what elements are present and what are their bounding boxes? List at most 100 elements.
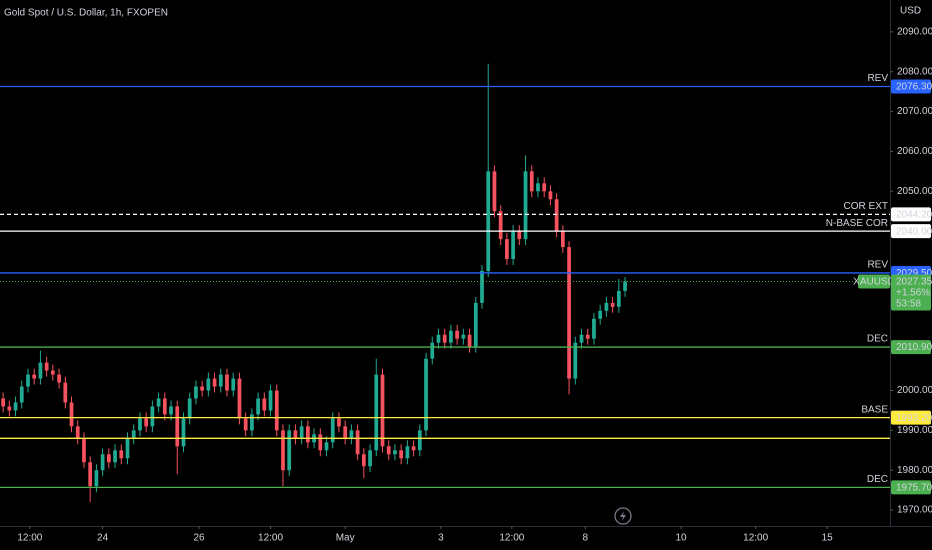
candle-body <box>393 450 397 455</box>
candle-body <box>75 426 80 439</box>
candle-body <box>399 450 404 459</box>
candle-body <box>106 454 111 463</box>
x-tick-label: 12:00 <box>17 533 42 544</box>
candle-body <box>473 302 478 347</box>
candle-body <box>585 334 590 339</box>
candle-body <box>567 247 571 379</box>
x-tick-label: 26 <box>193 533 205 544</box>
price-tag <box>891 224 931 239</box>
price-tag <box>891 480 931 495</box>
candle-body <box>94 470 99 487</box>
candle-body <box>343 426 348 439</box>
candle-body <box>57 374 61 383</box>
candle-body <box>573 342 578 379</box>
candle-body <box>548 191 553 200</box>
y-tick-label: 2050.00 <box>897 186 932 197</box>
x-tick-label: 12:00 <box>743 533 768 544</box>
candle-body <box>374 374 379 451</box>
candle-body <box>386 446 391 455</box>
candle-body <box>368 450 372 467</box>
candle-body <box>243 418 248 431</box>
replay-icon[interactable] <box>614 507 632 525</box>
candle-body <box>517 231 522 240</box>
candle-body <box>250 414 254 431</box>
candle-body <box>324 442 329 451</box>
x-tick-label: 24 <box>97 533 109 544</box>
current-price-tag <box>891 274 931 311</box>
x-tick-label: 12:00 <box>258 533 283 544</box>
candle-body <box>337 418 341 427</box>
candle-body <box>113 450 117 463</box>
candle-body <box>231 378 236 391</box>
candle-body <box>616 290 621 307</box>
candle-body <box>268 390 273 411</box>
candle-body <box>330 418 335 443</box>
candle-body <box>523 171 528 240</box>
candle-body <box>492 171 497 212</box>
x-tick-label: 12:00 <box>499 533 524 544</box>
candle-body <box>455 330 459 339</box>
price-tag-label: 1993.20 <box>896 413 932 424</box>
candle-body <box>293 430 298 439</box>
candle-body <box>156 398 161 407</box>
candle-body <box>560 231 565 248</box>
x-tick-label: 10 <box>675 533 687 544</box>
x-tick-label: 3 <box>438 533 444 544</box>
candle-body <box>299 426 304 439</box>
price-tag <box>891 340 931 355</box>
candle-body <box>511 231 515 260</box>
candle-body <box>486 171 491 271</box>
level-name: DEC <box>867 474 888 485</box>
candle-body <box>380 374 385 447</box>
level-name: BASE <box>861 404 888 415</box>
candle-body <box>274 390 279 431</box>
candle-body <box>424 358 428 431</box>
y-tick-label: 2080.00 <box>897 66 932 77</box>
currency-label: USD <box>900 6 921 17</box>
candle-body <box>529 171 534 192</box>
candle-body <box>50 370 55 375</box>
candle-body <box>13 402 18 411</box>
y-tick-label: 1980.00 <box>897 465 932 476</box>
price-tag-label: 1975.70 <box>896 482 932 493</box>
candle-body <box>32 374 37 379</box>
candle-body <box>212 378 217 387</box>
candle-body <box>592 318 596 339</box>
candle-body <box>449 330 453 343</box>
candle-body <box>318 434 323 451</box>
candle-body <box>162 398 167 415</box>
candle-body <box>44 362 49 371</box>
candle-body <box>100 454 105 471</box>
candle-body <box>604 302 609 311</box>
candle-body <box>181 418 186 447</box>
candle-body <box>442 334 447 343</box>
candle-body <box>349 430 354 439</box>
candle-body <box>498 211 503 240</box>
candle-body <box>69 402 74 427</box>
candle-body <box>610 302 615 307</box>
candle-body <box>125 438 130 459</box>
candle-body <box>262 398 267 411</box>
candle-body <box>579 334 584 343</box>
candle-body <box>505 239 509 260</box>
candle-body <box>144 418 149 427</box>
countdown-label: 53:58 <box>896 299 921 310</box>
price-tag-label: 2044.20 <box>896 210 932 221</box>
price-tag <box>891 79 931 94</box>
candle-body <box>225 374 229 391</box>
candle-body <box>430 342 435 359</box>
candle-body <box>467 334 472 347</box>
candle-body <box>88 462 93 487</box>
candle-body <box>480 270 484 303</box>
price-tag <box>891 207 931 222</box>
candle-body <box>281 430 285 471</box>
candle-body <box>417 430 422 451</box>
candle-body <box>138 418 142 431</box>
x-tick-label: 15 <box>822 533 834 544</box>
y-tick-label: 2070.00 <box>897 106 932 117</box>
candle-body <box>131 430 136 439</box>
level-name: REV <box>867 73 888 84</box>
y-tick-label: 1990.00 <box>897 425 932 436</box>
candle-body <box>38 362 43 379</box>
x-tick-label: 8 <box>582 533 588 544</box>
